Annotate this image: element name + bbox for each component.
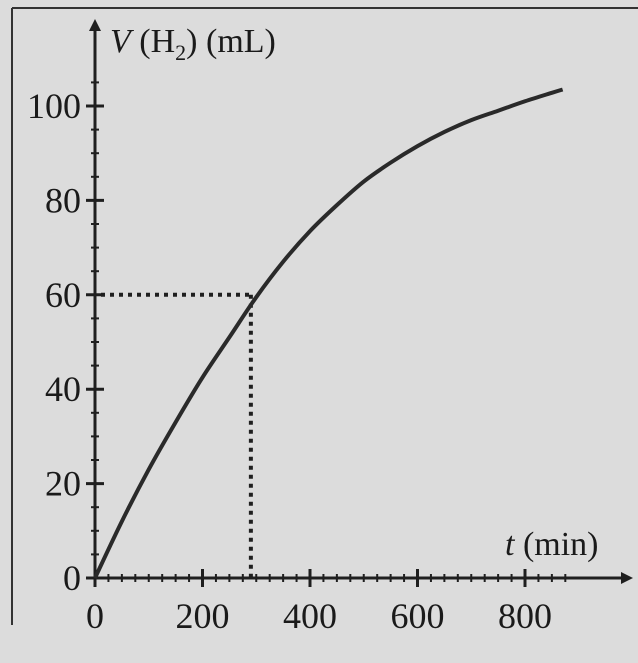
y-axis-unit: (mL) xyxy=(206,23,276,60)
y-tick-label: 100 xyxy=(27,86,81,126)
y-axis-label: V (H2) (mL) xyxy=(110,23,276,65)
x-tick-label: 0 xyxy=(86,596,104,636)
x-axis-symbol: t xyxy=(505,526,516,563)
y-axis-species: H xyxy=(151,23,176,60)
y-tick-label: 80 xyxy=(45,180,81,220)
x-tick-label: 800 xyxy=(498,596,552,636)
x-tick-labels: 0 200 400 600 800 xyxy=(86,596,552,636)
y-tick-label: 0 xyxy=(63,558,81,598)
y-minor-ticks xyxy=(91,81,99,556)
x-tick-label: 200 xyxy=(176,596,230,636)
y-tick-label: 20 xyxy=(45,464,81,504)
y-axis-symbol: V xyxy=(110,23,135,60)
y-axis-subscript: 2 xyxy=(175,40,186,65)
x-tick-label: 400 xyxy=(283,596,337,636)
x-tick-label: 600 xyxy=(391,596,445,636)
x-axis-label: t (min) xyxy=(505,526,599,563)
y-tick-marks xyxy=(86,104,104,580)
y-tick-label: 40 xyxy=(45,369,81,409)
y-tick-labels: 0 20 40 60 80 100 xyxy=(27,86,81,598)
x-axis-unit: (min) xyxy=(523,526,599,563)
series-line xyxy=(93,87,564,579)
y-tick-label: 60 xyxy=(45,275,81,315)
x-minor-ticks xyxy=(107,574,567,582)
